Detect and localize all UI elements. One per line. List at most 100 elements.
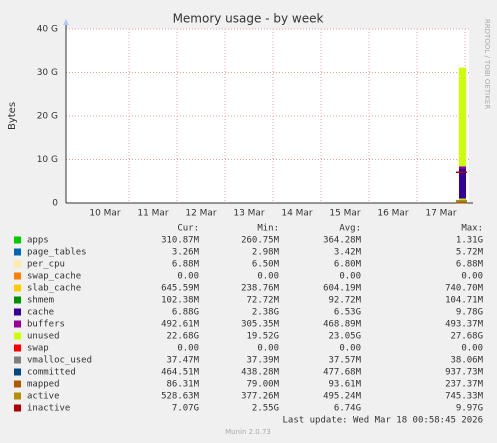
legend-value: 0.00 [339, 272, 361, 282]
column-header: Avg: [339, 224, 361, 234]
legend-swatch [14, 248, 21, 256]
side-text: RRDTOOL / TOBI OETIKER [483, 19, 491, 109]
legend-value: 740.70M [445, 284, 484, 294]
legend-value: 0.00 [257, 272, 279, 282]
legend-swatch [14, 236, 21, 244]
legend-value: 937.73M [445, 368, 484, 378]
legend-swatch [14, 380, 21, 388]
legend-value: 305.35M [241, 320, 280, 330]
x-tick-label: 10 Mar [89, 209, 121, 219]
y-axis-arrow [63, 19, 69, 25]
legend-label: mapped [27, 380, 60, 390]
legend-value: 238.76M [241, 284, 280, 294]
y-tick-label: 20 G [37, 112, 58, 122]
legend-value: 6.88M [172, 260, 200, 270]
legend-value: 38.06M [450, 356, 483, 366]
legend-label: per_cpu [27, 260, 65, 270]
legend-value: 477.68M [323, 368, 362, 378]
legend-value: 23.05G [328, 332, 361, 342]
legend-swatch [14, 344, 21, 352]
legend-value: 2.98M [252, 248, 280, 258]
legend-value: 9.97G [456, 404, 483, 414]
legend-label: swap [27, 344, 49, 354]
legend-value: 6.80M [334, 260, 362, 270]
legend-value: 6.53G [334, 308, 361, 318]
legend-value: 37.57M [328, 356, 361, 366]
legend-label: shmem [27, 296, 54, 306]
legend-value: 604.19M [323, 284, 362, 294]
legend-value: 3.26M [172, 248, 200, 258]
legend-value: 79.00M [246, 380, 279, 390]
x-tick-label: 12 Mar [185, 209, 217, 219]
legend-swatch [14, 356, 21, 364]
legend-value: 0.00 [461, 344, 483, 354]
legend-value: 92.72M [328, 296, 361, 306]
legend-swatch [14, 320, 21, 328]
column-header: Max: [461, 224, 483, 234]
legend-swatch [14, 260, 21, 268]
legend-value: 72.72M [246, 296, 279, 306]
legend-value: 9.78G [456, 308, 483, 318]
legend-label: slab_cache [27, 284, 81, 294]
legend-swatch [14, 404, 21, 412]
legend-value: 37.39M [246, 356, 279, 366]
legend-label: apps [27, 236, 49, 246]
legend-value: 22.68G [166, 332, 199, 342]
legend-value: 37.47M [166, 356, 199, 366]
x-tick-label: 15 Mar [329, 209, 361, 219]
legend-value: 6.74G [334, 404, 361, 414]
legend-label: unused [27, 332, 60, 342]
y-tick-label: 0 [52, 199, 58, 209]
legend-value: 492.61M [161, 320, 200, 330]
legend-label: committed [27, 368, 76, 378]
legend-value: 464.51M [161, 368, 200, 378]
legend-value: 6.88M [456, 260, 484, 270]
legend-value: 2.38G [252, 308, 279, 318]
column-header: Min: [257, 224, 279, 234]
area-segment [459, 166, 466, 169]
legend-value: 0.00 [257, 344, 279, 354]
y-tick-label: 40 G [37, 25, 58, 35]
legend-value: 86.31M [166, 380, 199, 390]
legend-label: page_tables [27, 248, 87, 258]
legend-value: 528.63M [161, 392, 200, 402]
legend-label: cache [27, 308, 54, 318]
legend-value: 3.42M [334, 248, 362, 258]
y-tick-label: 30 G [37, 68, 58, 78]
legend-value: 0.00 [461, 272, 483, 282]
column-header: Cur: [177, 224, 199, 234]
x-tick-label: 16 Mar [377, 209, 409, 219]
x-tick-label: 11 Mar [137, 209, 169, 219]
legend-swatch [14, 296, 21, 304]
legend-value: 1.31G [456, 236, 483, 246]
legend-value: 468.89M [323, 320, 362, 330]
legend-value: 377.26M [241, 392, 280, 402]
legend-value: 0.00 [177, 272, 199, 282]
legend-swatch [14, 392, 21, 400]
legend-label: vmalloc_used [27, 356, 92, 366]
legend-value: 745.33M [445, 392, 484, 402]
legend-value: 93.61M [328, 380, 361, 390]
legend-value: 0.00 [339, 344, 361, 354]
y-tick-label: 10 G [37, 155, 58, 165]
legend-value: 19.52G [246, 332, 279, 342]
legend-value: 310.87M [161, 236, 200, 246]
legend-value: 260.75M [241, 236, 280, 246]
legend-value: 645.59M [161, 284, 200, 294]
legend-label: active [27, 392, 60, 402]
x-tick-label: 14 Mar [281, 209, 313, 219]
legend-value: 495.24M [323, 392, 362, 402]
last-update: Last update: Wed Mar 18 00:58:45 2026 [283, 416, 483, 426]
legend-label: buffers [27, 320, 65, 330]
legend-swatch [14, 272, 21, 280]
legend-value: 2.55G [252, 404, 279, 414]
legend-value: 438.28M [241, 368, 280, 378]
y-axis-label: Bytes [7, 102, 18, 130]
legend-value: 5.72M [456, 248, 484, 258]
legend-value: 104.71M [445, 296, 484, 306]
legend-swatch [14, 332, 21, 340]
x-tick-label: 17 Mar [425, 209, 457, 219]
legend-value: 364.28M [323, 236, 362, 246]
area-segment [459, 67, 466, 167]
